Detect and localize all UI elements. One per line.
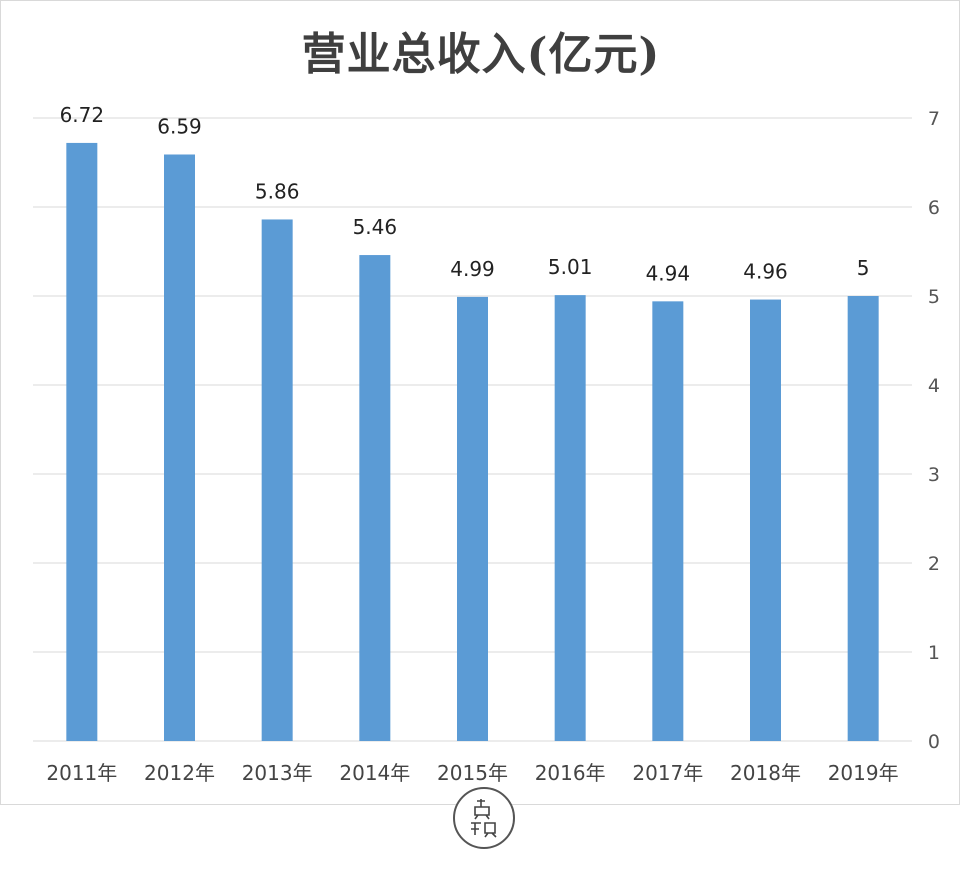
chart-title: 营业总收入(亿元) bbox=[301, 29, 661, 80]
bar-value-label: 5 bbox=[857, 256, 870, 280]
bar bbox=[261, 219, 293, 741]
x-category-label: 2019年 bbox=[828, 761, 899, 785]
y-tick-label: 1 bbox=[928, 642, 940, 664]
bar-value-label: 5.46 bbox=[353, 215, 398, 239]
bars bbox=[66, 142, 879, 742]
bar-value-label: 5.01 bbox=[548, 255, 593, 279]
bar-value-label: 6.72 bbox=[60, 103, 105, 127]
x-category-label: 2015年 bbox=[437, 761, 508, 785]
bar bbox=[457, 296, 488, 741]
data-labels: 6.72 6.59 5.86 5.46 4.99 5.01 4.94 4.96 5 bbox=[60, 103, 870, 285]
x-category-label: 2013年 bbox=[242, 761, 313, 785]
x-category-label: 2017年 bbox=[632, 761, 703, 785]
bar bbox=[164, 154, 195, 742]
bar bbox=[554, 295, 586, 741]
y-axis-ticks: 0 1 2 3 4 5 6 7 bbox=[928, 108, 940, 753]
bar bbox=[750, 299, 781, 741]
bar-value-label: 6.59 bbox=[157, 114, 202, 138]
y-tick-label: 5 bbox=[928, 286, 940, 308]
x-category-label: 2014年 bbox=[339, 761, 410, 785]
bar-value-label: 4.99 bbox=[450, 257, 495, 281]
y-tick-label: 7 bbox=[928, 108, 940, 130]
bar-value-label: 4.94 bbox=[646, 261, 691, 285]
seal-watermark-icon bbox=[453, 787, 515, 849]
x-category-label: 2018年 bbox=[730, 761, 801, 785]
y-tick-label: 2 bbox=[928, 553, 940, 575]
x-axis-categories: 2011年 2012年 2013年 2014年 2015年 2016年 2017年 2018年… bbox=[46, 761, 898, 785]
bar bbox=[652, 301, 684, 741]
bar-value-label: 5.86 bbox=[255, 179, 300, 203]
y-tick-label: 0 bbox=[928, 731, 940, 753]
y-tick-label: 4 bbox=[928, 375, 940, 397]
x-category-label: 2012年 bbox=[144, 761, 215, 785]
bar bbox=[66, 142, 98, 742]
y-tick-label: 6 bbox=[928, 197, 940, 219]
bar bbox=[847, 296, 879, 741]
y-tick-label: 3 bbox=[928, 464, 940, 486]
bar-value-label: 4.96 bbox=[743, 260, 788, 284]
bar bbox=[359, 255, 391, 741]
x-category-label: 2011年 bbox=[46, 761, 117, 785]
x-category-label: 2016年 bbox=[535, 761, 606, 785]
